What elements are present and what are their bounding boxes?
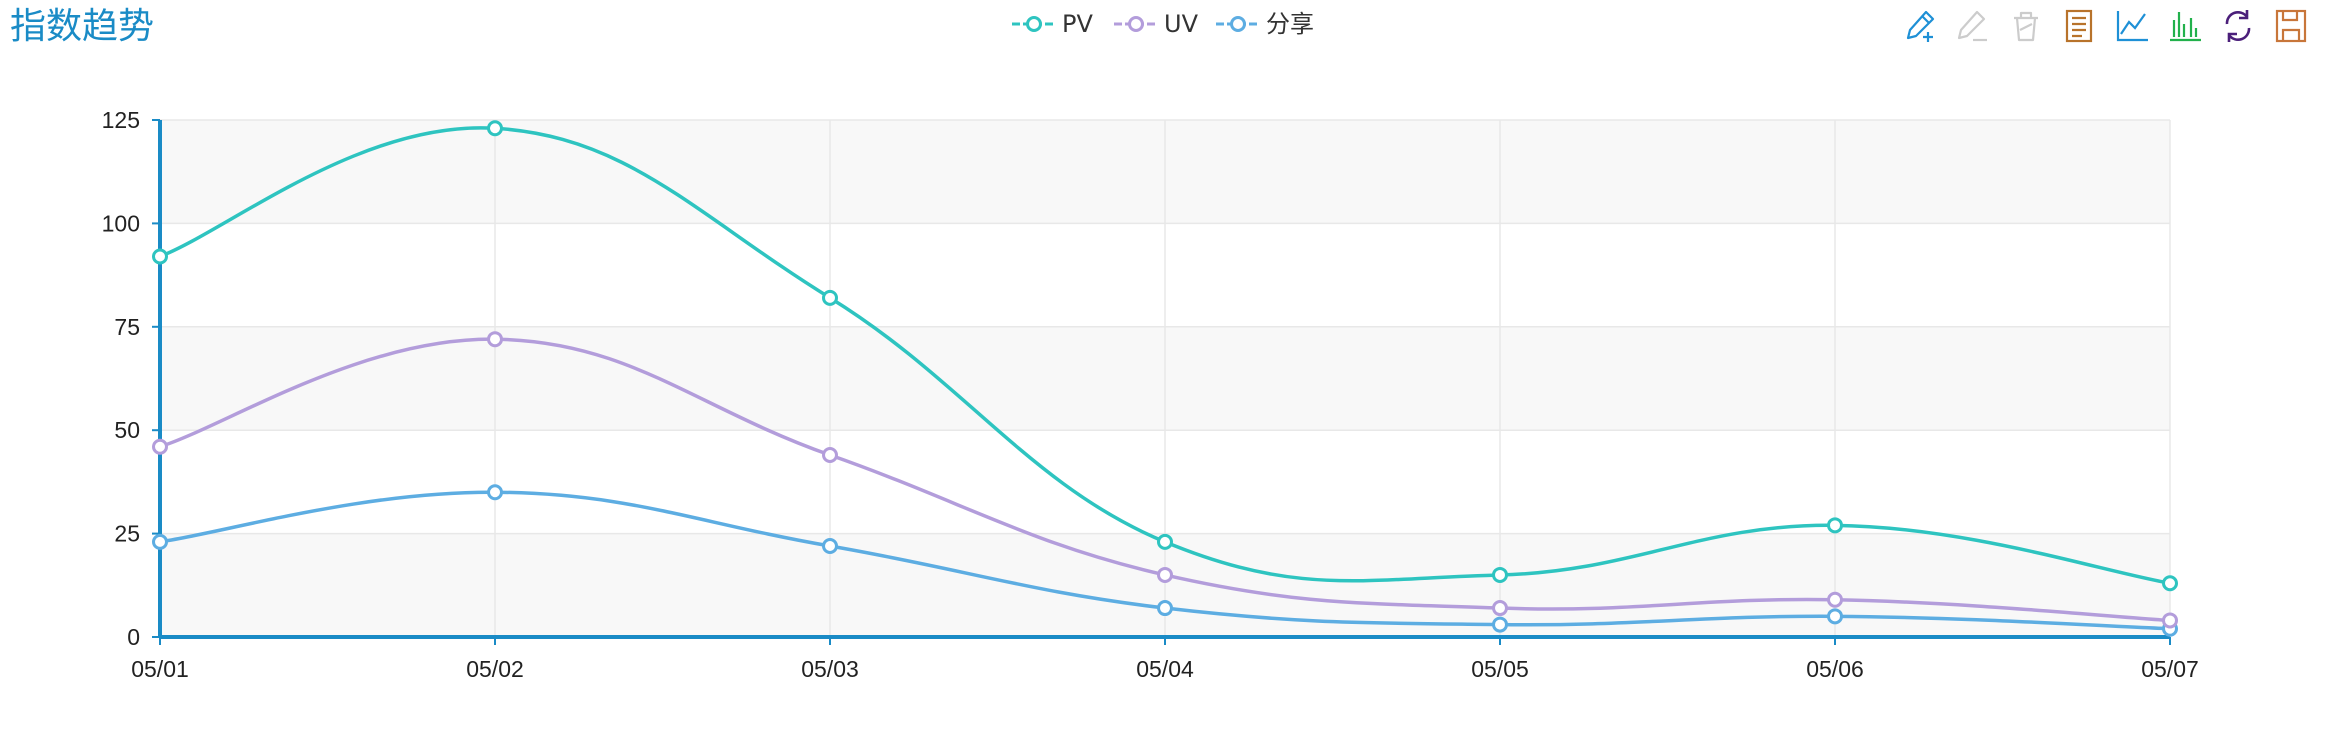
x-tick-label: 05/04 bbox=[1136, 656, 1194, 682]
data-point-share bbox=[822, 538, 838, 555]
y-tick-label: 0 bbox=[127, 624, 140, 650]
data-point-pv bbox=[1492, 566, 1508, 583]
data-point-pv bbox=[1157, 533, 1173, 550]
legend-label-uv: UV bbox=[1164, 10, 1198, 38]
legend: PV UV 分享 bbox=[0, 10, 2330, 40]
y-tick-label: 100 bbox=[102, 210, 140, 236]
data-point-pv bbox=[822, 289, 838, 306]
legend-swatch-uv bbox=[1114, 16, 1158, 32]
data-point-share bbox=[1157, 600, 1173, 617]
legend-label-pv: PV bbox=[1062, 10, 1093, 38]
mark-undo-icon[interactable] bbox=[1953, 6, 1993, 46]
legend-swatch-pv bbox=[1012, 16, 1056, 32]
data-point-uv bbox=[1492, 600, 1508, 617]
data-point-pv bbox=[487, 120, 503, 137]
bar-chart-icon[interactable] bbox=[2165, 6, 2205, 46]
data-point-pv bbox=[152, 248, 168, 265]
data-point-uv bbox=[487, 331, 503, 348]
data-point-share bbox=[1827, 608, 1843, 625]
x-tick-label: 05/07 bbox=[2141, 656, 2199, 682]
chart-title: 指数趋势 bbox=[10, 6, 155, 47]
y-tick-label: 50 bbox=[114, 417, 140, 443]
y-tick-label: 125 bbox=[102, 107, 140, 133]
x-tick-label: 05/01 bbox=[131, 656, 189, 682]
data-point-share bbox=[152, 533, 168, 550]
y-tick-label: 25 bbox=[114, 521, 140, 547]
save-image-icon[interactable] bbox=[2271, 6, 2311, 46]
toolbox bbox=[1900, 6, 2320, 46]
data-point-pv bbox=[2162, 575, 2178, 592]
data-point-uv bbox=[152, 438, 168, 455]
mark-clear-icon[interactable] bbox=[2006, 6, 2046, 46]
restore-icon[interactable] bbox=[2218, 6, 2258, 46]
line-chart-icon[interactable] bbox=[2112, 6, 2152, 46]
data-point-uv bbox=[1827, 591, 1843, 608]
y-tick-label: 75 bbox=[114, 314, 140, 340]
data-point-share bbox=[487, 484, 503, 501]
data-point-share bbox=[1492, 616, 1508, 633]
mark-pen-icon[interactable] bbox=[1900, 6, 1940, 46]
x-tick-label: 05/05 bbox=[1471, 656, 1529, 682]
x-tick-label: 05/06 bbox=[1806, 656, 1864, 682]
legend-label-share: 分享 bbox=[1266, 10, 1314, 38]
data-view-icon[interactable] bbox=[2059, 6, 2099, 46]
data-point-pv bbox=[1827, 517, 1843, 534]
x-tick-label: 05/02 bbox=[466, 656, 524, 682]
x-tick-label: 05/03 bbox=[801, 656, 859, 682]
data-point-uv bbox=[1157, 566, 1173, 583]
data-point-uv bbox=[822, 447, 838, 464]
legend-swatch-share bbox=[1216, 16, 1260, 32]
data-point-uv bbox=[2162, 612, 2178, 629]
